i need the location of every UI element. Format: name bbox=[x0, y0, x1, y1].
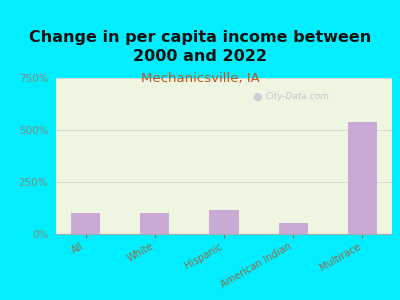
Bar bbox=[71, 213, 100, 234]
Bar bbox=[348, 122, 377, 234]
Text: ●: ● bbox=[253, 92, 262, 102]
Text: Mechanicsville, IA: Mechanicsville, IA bbox=[141, 72, 259, 85]
Bar bbox=[210, 210, 238, 234]
Bar bbox=[278, 223, 308, 234]
Text: City-Data.com: City-Data.com bbox=[266, 92, 330, 101]
Text: Change in per capita income between
2000 and 2022: Change in per capita income between 2000… bbox=[29, 30, 371, 64]
Bar bbox=[140, 213, 170, 234]
